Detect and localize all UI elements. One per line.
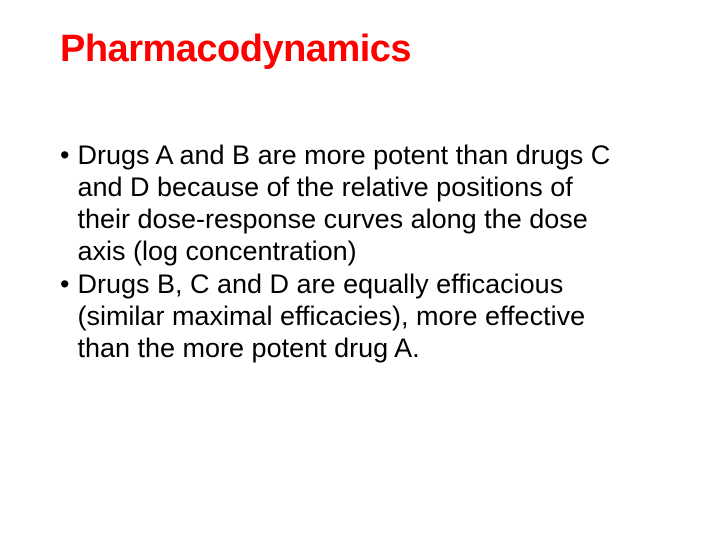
slide-body: • Drugs A and B are more potent than dru… — [60, 140, 630, 367]
slide-title: Pharmacodynamics — [60, 28, 411, 71]
bullet-item: • Drugs B, C and D are equally efficacio… — [60, 269, 630, 365]
bullet-marker-icon: • — [60, 269, 69, 301]
bullet-text: Drugs A and B are more potent than drugs… — [77, 140, 630, 267]
bullet-marker-icon: • — [60, 140, 69, 172]
slide: Pharmacodynamics • Drugs A and B are mor… — [0, 0, 720, 540]
bullet-text: Drugs B, C and D are equally efficacious… — [77, 269, 630, 365]
bullet-item: • Drugs A and B are more potent than dru… — [60, 140, 630, 267]
